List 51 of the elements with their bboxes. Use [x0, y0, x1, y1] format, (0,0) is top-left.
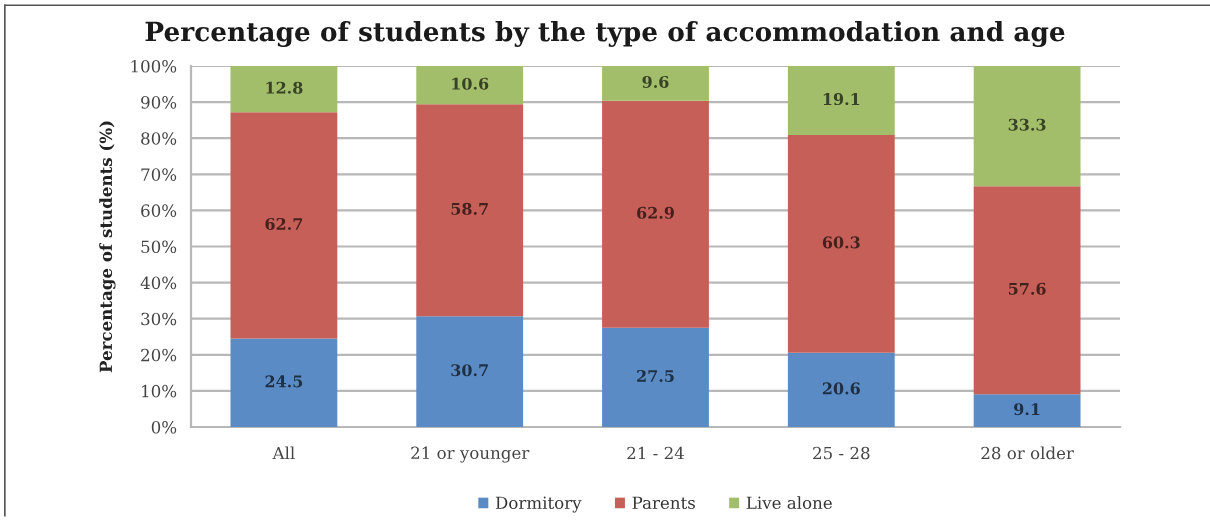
y-tick-label: 20% — [141, 348, 177, 362]
legend-label: Dormitory — [495, 496, 582, 513]
y-tick-label: 90% — [141, 96, 177, 109]
x-tick-label: 25 - 28 — [813, 446, 870, 460]
legend-label: Live alone — [746, 496, 832, 510]
bar — [973, 394, 1081, 427]
data-label: 30.7 — [451, 364, 488, 377]
y-tick-label: 100% — [131, 59, 177, 73]
y-axis-title: Percentage of students (%) — [99, 121, 116, 373]
bar — [416, 316, 524, 427]
data-label: 9.6 — [642, 75, 669, 88]
bar — [787, 352, 895, 427]
bar — [602, 100, 709, 328]
bar — [230, 66, 338, 113]
bar — [416, 104, 524, 317]
bar — [416, 66, 524, 105]
data-label: 12.8 — [266, 81, 303, 94]
data-label: 24.5 — [265, 375, 303, 388]
data-label: 60.3 — [822, 236, 860, 249]
bar — [602, 327, 709, 427]
bar — [230, 112, 338, 339]
y-tick-label: 40% — [140, 276, 177, 290]
x-tick-label: All — [272, 446, 295, 460]
data-label: 62.7 — [265, 217, 303, 231]
data-label: 33.3 — [1008, 118, 1046, 131]
data-label: 20.6 — [822, 382, 860, 395]
data-label: 62.9 — [637, 206, 674, 219]
bar — [230, 338, 338, 427]
y-tick-label: 0% — [151, 420, 177, 434]
y-tick-label: 10% — [142, 384, 177, 398]
bar — [973, 186, 1081, 395]
data-label: 19.1 — [823, 93, 860, 106]
data-label: 57.6 — [1008, 282, 1046, 295]
data-label: 9.1 — [1014, 403, 1040, 416]
x-tick-label: 21 - 24 — [627, 446, 684, 460]
data-label: 27.5 — [637, 369, 674, 382]
y-tick-label: 30% — [141, 312, 177, 326]
y-tick-label: 50% — [141, 240, 177, 254]
chart-title: Percentage of students by the type of accommodation and age — [145, 21, 1065, 47]
x-tick-label: 28 or older — [981, 446, 1074, 460]
y-tick-label: 70% — [141, 168, 177, 181]
legend-label: Parents — [632, 496, 695, 510]
y-tick-label: 80% — [141, 132, 177, 145]
y-tick-label: 60% — [141, 204, 177, 217]
x-tick-label: 21 or younger — [411, 446, 530, 463]
data-label: 58.7 — [451, 202, 488, 215]
bar — [787, 66, 895, 135]
data-label: 10.6 — [452, 77, 489, 90]
bar — [973, 66, 1081, 187]
bar — [602, 66, 709, 101]
bar — [787, 134, 895, 353]
